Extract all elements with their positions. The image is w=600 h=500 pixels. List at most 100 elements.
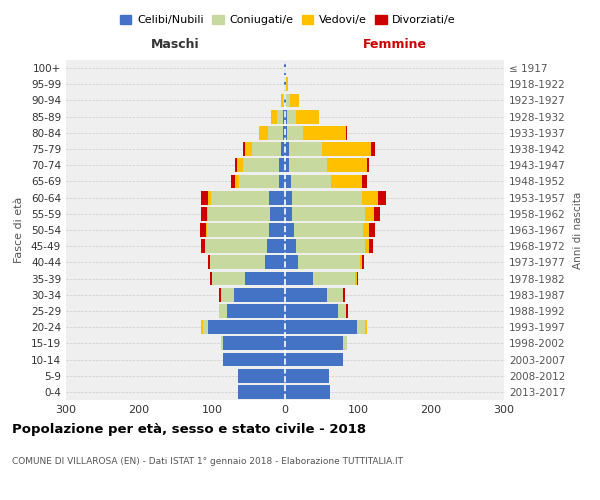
Bar (289, 142, 322, 156)
Bar (279, 158, 285, 172)
Bar (242, 142, 245, 156)
Bar (285, 385, 330, 399)
Bar (205, 240, 267, 253)
Bar (362, 190, 378, 204)
Bar (268, 126, 283, 140)
Bar (242, 158, 279, 172)
Bar (277, 110, 283, 124)
Bar (285, 158, 289, 172)
Bar (203, 320, 208, 334)
Y-axis label: Anni di nascita: Anni di nascita (572, 192, 583, 268)
Bar (220, 288, 221, 302)
Bar (252, 142, 281, 156)
Bar (365, 207, 374, 220)
Bar (285, 78, 286, 91)
Bar (298, 256, 360, 270)
Bar (208, 256, 210, 270)
Bar (362, 174, 367, 188)
Bar (259, 126, 268, 140)
Bar (362, 256, 364, 270)
Bar (378, 190, 386, 204)
Bar (210, 272, 212, 285)
Bar (238, 369, 285, 382)
Bar (283, 126, 285, 140)
Bar (267, 240, 285, 253)
Bar (285, 272, 313, 285)
Bar (331, 174, 362, 188)
Text: Femmine: Femmine (362, 38, 427, 51)
Bar (211, 190, 269, 204)
Bar (356, 320, 365, 334)
Bar (201, 207, 207, 220)
Bar (200, 223, 206, 237)
Bar (285, 94, 286, 108)
Bar (371, 142, 375, 156)
Bar (237, 158, 242, 172)
Bar (265, 256, 285, 270)
Bar (289, 158, 326, 172)
Bar (223, 336, 285, 350)
Bar (201, 240, 205, 253)
Bar (365, 240, 369, 253)
Bar (285, 61, 286, 75)
Bar (245, 272, 285, 285)
Legend: Celibi/Nubili, Coniugati/e, Vedovi/e, Divorziati/e: Celibi/Nubili, Coniugati/e, Vedovi/e, Di… (116, 10, 460, 30)
Bar (322, 142, 371, 156)
Bar (326, 158, 367, 172)
Bar (285, 352, 343, 366)
Bar (281, 94, 283, 108)
Bar (303, 126, 346, 140)
Bar (271, 207, 285, 220)
Bar (201, 320, 203, 334)
Bar (356, 272, 358, 285)
Bar (212, 272, 245, 285)
Bar (291, 174, 331, 188)
Bar (363, 223, 369, 237)
Bar (360, 256, 362, 270)
Bar (285, 288, 328, 302)
Bar (285, 256, 298, 270)
Bar (284, 61, 285, 75)
Bar (292, 207, 365, 220)
Bar (285, 174, 291, 188)
Bar (374, 207, 380, 220)
Bar (210, 256, 265, 270)
Bar (279, 174, 285, 188)
Bar (207, 223, 269, 237)
Bar (365, 320, 367, 334)
Bar (290, 94, 299, 108)
Bar (227, 304, 285, 318)
Bar (220, 304, 227, 318)
Bar (285, 304, 338, 318)
Bar (284, 94, 285, 108)
Bar (285, 223, 294, 237)
Bar (269, 223, 285, 237)
Bar (286, 94, 290, 108)
Bar (221, 336, 223, 350)
Bar (206, 223, 207, 237)
Bar (269, 190, 285, 204)
Bar (281, 142, 285, 156)
Bar (287, 110, 296, 124)
Bar (286, 78, 288, 91)
Bar (343, 336, 347, 350)
Bar (207, 207, 208, 220)
Bar (238, 385, 285, 399)
Bar (285, 190, 292, 204)
Bar (208, 320, 285, 334)
Bar (346, 126, 347, 140)
Bar (283, 94, 284, 108)
Bar (369, 240, 373, 253)
Bar (285, 240, 296, 253)
Bar (239, 174, 279, 188)
Bar (285, 207, 292, 220)
Bar (292, 190, 362, 204)
Bar (234, 288, 285, 302)
Text: COMUNE DI VILLAROSA (EN) - Dati ISTAT 1° gennaio 2018 - Elaborazione TUTTITALIA.: COMUNE DI VILLAROSA (EN) - Dati ISTAT 1°… (12, 458, 403, 466)
Bar (223, 352, 285, 366)
Bar (285, 369, 329, 382)
Bar (283, 110, 285, 124)
Bar (346, 304, 348, 318)
Bar (284, 78, 285, 91)
Bar (285, 126, 287, 140)
